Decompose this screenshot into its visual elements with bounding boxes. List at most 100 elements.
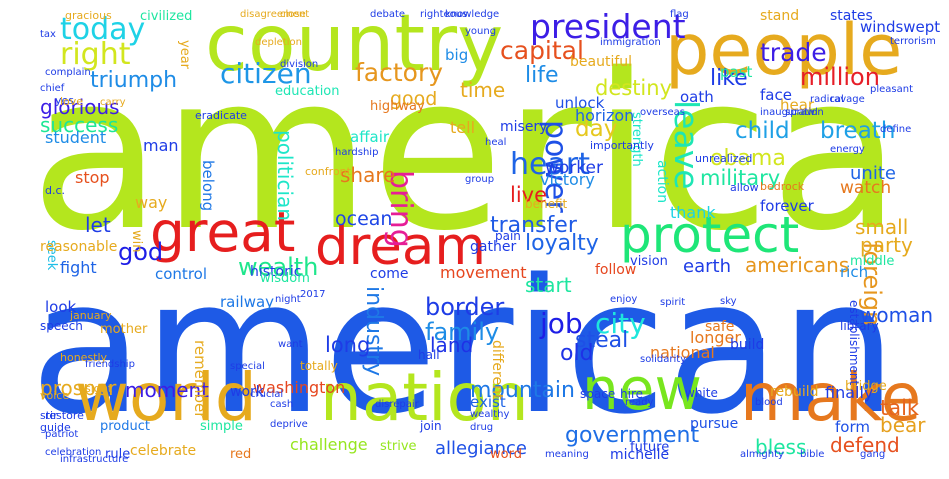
cloud-word: form xyxy=(835,418,870,436)
cloud-word: different xyxy=(489,340,505,400)
cloud-word: rule xyxy=(105,447,131,462)
cloud-word: make xyxy=(740,359,922,436)
cloud-word: exist xyxy=(470,393,506,411)
cloud-word: space xyxy=(580,387,616,401)
cloud-word: citizen xyxy=(220,57,312,90)
cloud-word: city xyxy=(595,307,646,340)
cloud-word: allegiance xyxy=(435,438,527,459)
cloud-word: flag xyxy=(670,9,689,20)
cloud-word: protect xyxy=(620,206,800,264)
cloud-word: meaning xyxy=(545,449,589,460)
cloud-word: simple xyxy=(200,419,243,434)
cloud-word: let xyxy=(85,213,111,237)
cloud-word: washington xyxy=(253,378,346,397)
cloud-word: carry xyxy=(100,97,126,108)
cloud-word: capital xyxy=(500,36,584,65)
cloud-word: honestly xyxy=(60,351,108,364)
cloud-word: rich xyxy=(840,263,869,281)
cloud-word: god xyxy=(118,238,164,266)
cloud-word: confront xyxy=(305,165,351,178)
cloud-word: nation xyxy=(320,359,529,436)
cloud-word: unlock xyxy=(555,94,605,112)
cloud-word: longer xyxy=(690,328,741,347)
cloud-word: triumph xyxy=(90,68,178,93)
cloud-word: government xyxy=(565,423,700,448)
cloud-word: totally xyxy=(300,359,338,373)
cloud-word: railway xyxy=(220,293,275,311)
cloud-word: january xyxy=(70,309,112,322)
cloud-word: friendship xyxy=(85,359,135,370)
cloud-word: tax xyxy=(40,29,56,40)
cloud-word: join xyxy=(420,419,442,433)
cloud-word: inauguration xyxy=(760,107,824,118)
cloud-word: radical xyxy=(810,94,844,105)
cloud-word: debate xyxy=(370,9,406,20)
cloud-word: ocean xyxy=(335,208,393,230)
cloud-word: library xyxy=(840,319,879,333)
cloud-word: come xyxy=(370,266,409,282)
cloud-word: eradicate xyxy=(195,109,247,122)
cloud-word: military xyxy=(700,166,781,190)
cloud-word: loyalty xyxy=(525,231,599,256)
cloud-word: challenge xyxy=(290,435,368,454)
cloud-word: control xyxy=(155,265,207,283)
cloud-word: night xyxy=(275,294,301,305)
cloud-word: action xyxy=(654,160,670,204)
cloud-word: education xyxy=(275,84,340,99)
cloud-word: wealth xyxy=(238,253,319,281)
cloud-word: windswept xyxy=(860,18,941,36)
cloud-word: michelle xyxy=(610,447,670,463)
cloud-word: vision xyxy=(630,254,668,269)
cloud-word: unrealized xyxy=(695,152,753,165)
cloud-word: way xyxy=(135,193,168,212)
cloud-word: ready xyxy=(625,397,654,408)
cloud-word: beautiful xyxy=(570,54,633,70)
cloud-word: gather xyxy=(470,239,517,255)
cloud-word: old xyxy=(560,341,594,366)
cloud-word: pain xyxy=(495,229,521,243)
cloud-word: world xyxy=(75,359,257,436)
cloud-word: day xyxy=(575,116,618,142)
cloud-word: mountain xyxy=(470,378,575,403)
cloud-word: like xyxy=(710,66,748,91)
cloud-word: middle xyxy=(850,254,895,269)
cloud-word: country xyxy=(205,0,504,89)
cloud-word: today xyxy=(60,12,146,47)
cloud-word: success xyxy=(40,113,119,137)
cloud-word: wisdom xyxy=(260,271,310,286)
cloud-word: bible xyxy=(800,449,825,460)
cloud-word: follow xyxy=(595,262,637,278)
cloud-word: face xyxy=(760,86,792,104)
cloud-word: hardship xyxy=(335,147,379,158)
cloud-word: d.c. xyxy=(45,184,66,197)
cloud-word: worker xyxy=(545,158,603,178)
cloud-word: industry xyxy=(361,286,386,377)
cloud-word: start xyxy=(525,273,572,297)
cloud-word: land xyxy=(430,333,474,357)
cloud-word: breath xyxy=(820,118,896,144)
cloud-word: belong xyxy=(199,160,217,212)
cloud-word: remember xyxy=(191,340,209,419)
cloud-word: affair xyxy=(350,128,390,146)
cloud-word: chief xyxy=(40,83,65,94)
cloud-word: patriot xyxy=(45,429,79,440)
cloud-word: love xyxy=(60,95,84,108)
cloud-word: bedrock xyxy=(760,180,805,193)
cloud-word: white xyxy=(685,386,718,400)
cloud-word: guide xyxy=(40,421,71,434)
cloud-word: 2017 xyxy=(300,289,326,300)
cloud-word: live xyxy=(510,183,548,207)
cloud-word: man xyxy=(143,136,179,155)
cloud-word: sky xyxy=(720,296,737,307)
cloud-word: gang xyxy=(860,449,886,460)
cloud-word: bless xyxy=(755,435,807,459)
cloud-word: politician xyxy=(273,130,297,221)
cloud-word: pursue xyxy=(690,416,739,432)
cloud-word: bridge xyxy=(845,379,887,394)
cloud-word: new xyxy=(582,355,702,423)
cloud-word: define xyxy=(880,124,912,135)
cloud-word: earth xyxy=(683,256,731,277)
cloud-word: border xyxy=(425,293,505,321)
cloud-word: good xyxy=(390,88,438,110)
